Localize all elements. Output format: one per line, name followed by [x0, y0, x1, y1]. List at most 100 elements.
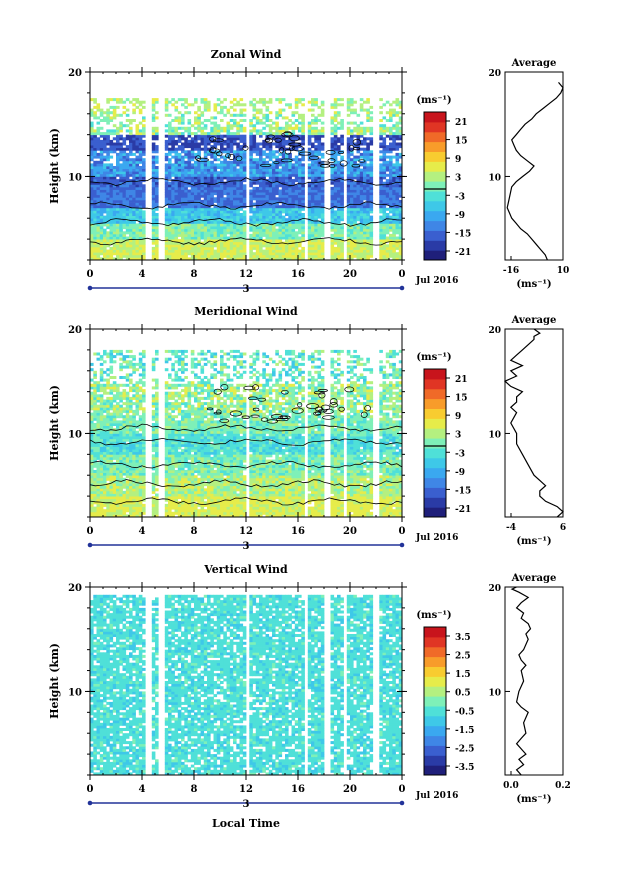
heatmap-cell [210, 207, 214, 211]
heatmap-cell [259, 199, 263, 203]
heatmap-cell [294, 145, 299, 149]
heatmap-cell [90, 147, 94, 151]
heatmap-cell [350, 210, 354, 214]
heatmap-cell [275, 132, 279, 136]
heatmap-cell [181, 194, 185, 198]
heatmap-cell [311, 126, 315, 130]
heatmap-cell [99, 119, 104, 122]
heatmap-cell [262, 113, 266, 117]
heatmap-cell [236, 132, 240, 136]
heatmap-cell [90, 108, 94, 112]
heatmap-cell [96, 381, 101, 385]
heatmap-cell [275, 126, 279, 130]
heatmap-cell [155, 236, 159, 240]
heatmap-cell [252, 246, 257, 250]
heatmap-cell [278, 176, 283, 180]
heatmap-cell [281, 163, 286, 167]
heatmap-cell [369, 233, 374, 237]
heatmap-cell [181, 189, 185, 193]
heatmap-cell [359, 108, 364, 112]
heatmap-cell [398, 231, 403, 235]
heatmap-cell [389, 179, 393, 183]
heatmap-cell [203, 160, 208, 164]
heatmap-cell [298, 205, 302, 209]
heatmap-cell [281, 246, 286, 250]
heatmap-cell [330, 186, 335, 190]
heatmap-cell [229, 205, 234, 209]
heatmap-cell [275, 142, 279, 146]
heatmap-cell [226, 202, 231, 206]
heatmap-cell [363, 168, 367, 172]
heatmap-cell [106, 449, 110, 453]
heatmap-cell [194, 132, 198, 136]
heatmap-cell [395, 241, 400, 245]
heatmap-cell [398, 126, 403, 130]
heatmap-cell [359, 194, 364, 198]
heatmap-cell [229, 181, 234, 185]
heatmap-cell [330, 171, 335, 175]
heatmap-cell [398, 166, 403, 169]
heatmap-cell [109, 368, 114, 372]
heatmap-cell [129, 142, 133, 146]
heatmap-cell [262, 171, 266, 175]
contour-blob [337, 150, 345, 155]
heatmap-cell [389, 129, 393, 133]
heatmap-cell [93, 514, 97, 518]
heatmap-cell [353, 181, 357, 185]
heatmap-cell [90, 451, 94, 455]
heatmap-cell [203, 179, 208, 183]
heatmap-cell [90, 438, 94, 442]
heatmap-cell [116, 166, 120, 169]
heatmap-cell [330, 205, 335, 209]
heatmap-cell [389, 111, 393, 115]
heatmap-cell [252, 226, 257, 230]
heatmap-cell [226, 194, 231, 198]
heatmap-cell [181, 171, 185, 175]
heatmap-cell [356, 192, 361, 196]
heatmap-cell [307, 192, 312, 196]
heatmap-cell [252, 254, 257, 258]
heatmap-cell [252, 218, 257, 222]
heatmap-cell [346, 168, 351, 172]
heatmap-cell [291, 228, 296, 232]
heatmap-cell [307, 246, 312, 250]
heatmap-cell [93, 501, 97, 505]
heatmap-cell [333, 246, 338, 250]
heatmap-cell [255, 160, 260, 164]
heatmap-cell [197, 116, 201, 120]
heatmap-cell [109, 488, 114, 492]
heatmap-cell [379, 124, 383, 128]
heatmap-cell [239, 150, 244, 154]
heatmap-cell [226, 181, 231, 185]
heatmap-cell [116, 207, 120, 211]
heatmap-cell [281, 205, 286, 209]
heatmap-cell [213, 105, 218, 109]
heatmap-cell [184, 257, 188, 261]
heatmap-cell [285, 147, 289, 151]
heatmap-cell [278, 231, 283, 235]
heatmap-cell [96, 168, 101, 172]
heatmap-cell [356, 139, 361, 143]
heatmap-cell [119, 179, 123, 183]
heatmap-cell [93, 496, 97, 500]
heatmap-cell [122, 233, 127, 237]
heatmap-cell [132, 220, 136, 224]
heatmap-cell [320, 145, 325, 149]
heatmap-cell [213, 236, 218, 240]
heatmap-cell [187, 166, 192, 169]
heatmap-cell [268, 252, 273, 256]
heatmap-cell [314, 150, 318, 154]
heatmap-cell [112, 189, 117, 193]
heatmap-cell [223, 160, 227, 164]
heatmap-cell [155, 158, 159, 162]
heatmap-cell [369, 199, 374, 203]
heatmap-cell [288, 137, 292, 141]
contour-blob [352, 138, 362, 146]
heatmap-cell [177, 160, 182, 164]
heatmap-cell [122, 100, 127, 104]
heatmap-cell [93, 236, 97, 240]
heatmap-cell [119, 246, 123, 250]
average-x-label: (ms⁻¹) [516, 279, 551, 290]
heatmap-cell [239, 241, 244, 245]
heatmap-cell [291, 236, 296, 240]
